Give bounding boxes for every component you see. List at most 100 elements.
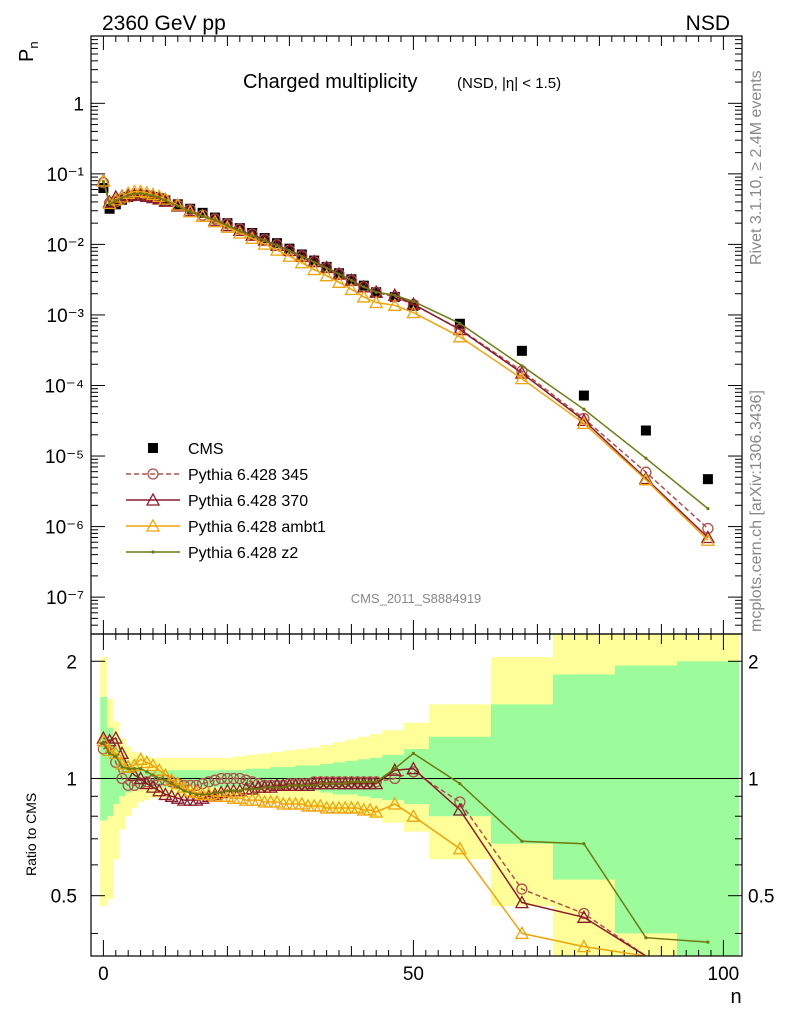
data-point-triangle bbox=[133, 771, 148, 785]
y-tick-label: 10⁻⁶ bbox=[45, 518, 84, 539]
ratio-y-tick-label-right: 1 bbox=[748, 769, 759, 790]
data-point-circle bbox=[209, 774, 221, 786]
data-point-dot bbox=[188, 210, 192, 214]
data-point-dot bbox=[250, 234, 254, 238]
data-point-triangle bbox=[96, 173, 111, 187]
rivet-version-label: Rivet 3.1.10, ≥ 2.4M events bbox=[748, 70, 765, 265]
data-point-dot bbox=[325, 782, 329, 786]
legend-label: Pythia 6.428 z2 bbox=[188, 545, 298, 562]
data-point-dot bbox=[331, 782, 335, 786]
data-point-dot bbox=[582, 842, 586, 846]
data-point-triangle bbox=[576, 909, 591, 923]
data-point-triangle bbox=[139, 185, 154, 199]
data-point-triangle bbox=[133, 751, 148, 765]
data-point-triangle bbox=[514, 371, 529, 385]
data-point-dot bbox=[374, 290, 378, 294]
y-axis-title: Pn bbox=[16, 41, 41, 62]
data-point-dot bbox=[201, 214, 205, 218]
data-point-triangle bbox=[452, 322, 467, 336]
data-point-triangle bbox=[152, 783, 167, 797]
data-point-triangle bbox=[350, 800, 365, 814]
data-point-triangle bbox=[387, 796, 402, 810]
y-tick-label: 10⁻⁷ bbox=[46, 588, 84, 609]
data-point-square bbox=[640, 425, 651, 436]
data-point-circle bbox=[454, 796, 466, 808]
data-point-dot bbox=[312, 783, 316, 787]
data-point-triangle bbox=[307, 262, 322, 276]
inner-band-segment bbox=[382, 754, 405, 801]
data-point-dot bbox=[275, 244, 279, 248]
x-tick-label: 100 bbox=[708, 964, 740, 985]
data-point-dot bbox=[219, 790, 223, 795]
ratio-axis-title: Ratio to CMS bbox=[23, 793, 39, 876]
data-point-triangle bbox=[257, 236, 272, 250]
legend-label: Pythia 6.428 370 bbox=[188, 493, 308, 510]
data-point-dot bbox=[238, 789, 242, 793]
series-pythia-6-428-ambt1 bbox=[96, 173, 715, 546]
data-point-dot bbox=[139, 767, 143, 771]
data-point-circle bbox=[116, 772, 128, 785]
data-point-dot bbox=[114, 754, 118, 758]
data-point-triangle bbox=[108, 730, 123, 744]
legend-entry: Pythia 6.428 370 bbox=[126, 492, 308, 510]
data-point-dot bbox=[362, 780, 366, 784]
data-point-dot bbox=[263, 239, 267, 243]
data-point-triangle bbox=[152, 188, 167, 202]
data-point-triangle bbox=[362, 802, 378, 816]
data-point-square bbox=[516, 345, 527, 356]
data-point-dot bbox=[157, 196, 161, 200]
data-point-square bbox=[296, 249, 307, 260]
ratio-series-pythia-6-428-ambt1 bbox=[96, 733, 647, 957]
data-point-dot bbox=[145, 192, 149, 197]
data-point-dot bbox=[287, 783, 291, 787]
data-point-dot bbox=[213, 218, 217, 222]
data-point-dot bbox=[281, 785, 285, 789]
data-point-triangle bbox=[452, 329, 467, 343]
data-point-dot bbox=[411, 751, 415, 755]
data-point-triangle bbox=[369, 295, 384, 309]
data-point-dot bbox=[139, 191, 143, 195]
data-point-dot bbox=[244, 787, 248, 791]
inner-band-segment bbox=[676, 661, 740, 956]
data-point-dot bbox=[163, 198, 167, 203]
series-line bbox=[102, 741, 708, 943]
data-point-square bbox=[210, 212, 220, 223]
data-point-triangle bbox=[387, 762, 402, 776]
data-point-triangle bbox=[331, 274, 347, 288]
data-point-dot bbox=[393, 767, 397, 771]
data-point-triangle bbox=[406, 808, 421, 822]
data-point-square bbox=[284, 243, 295, 254]
y-axis-title-sub: n bbox=[26, 41, 41, 48]
data-point-dot bbox=[194, 792, 198, 797]
data-point-triangle bbox=[127, 767, 142, 781]
data-point-square bbox=[172, 199, 183, 210]
data-point-triangle bbox=[145, 758, 161, 772]
x-axis-title: n bbox=[730, 986, 741, 1008]
data-point-dot bbox=[114, 198, 118, 203]
data-point-square bbox=[578, 390, 589, 401]
data-point-dot bbox=[325, 266, 329, 270]
data-point-triangle bbox=[452, 802, 467, 816]
data-point-circle bbox=[203, 776, 215, 788]
y-tick-label: 10⁻³ bbox=[47, 306, 85, 327]
y-tick-label: 10⁻¹ bbox=[47, 165, 85, 186]
data-point-dot bbox=[120, 196, 124, 200]
data-point-dot bbox=[101, 740, 105, 744]
main-subtitle: (NSD, |η| < 1.5) bbox=[457, 75, 561, 92]
y-tick-label: 10⁻⁵ bbox=[45, 447, 84, 468]
header-left: 2360 GeV pp bbox=[102, 12, 226, 35]
data-point-circle bbox=[516, 883, 528, 895]
data-point-dot bbox=[411, 299, 415, 304]
data-point-dot bbox=[132, 767, 136, 771]
data-point-dot bbox=[108, 202, 112, 206]
data-point-dot bbox=[275, 785, 279, 789]
y-tick-label: 10⁻⁴ bbox=[45, 376, 84, 397]
y-tick-label: 10⁻² bbox=[47, 235, 85, 256]
inner-band-segment bbox=[552, 674, 616, 880]
data-point-square bbox=[389, 291, 400, 302]
data-point-dot bbox=[349, 780, 353, 784]
data-point-dot bbox=[232, 789, 236, 793]
data-point-dot bbox=[101, 179, 105, 184]
data-point-triangle bbox=[183, 783, 198, 797]
